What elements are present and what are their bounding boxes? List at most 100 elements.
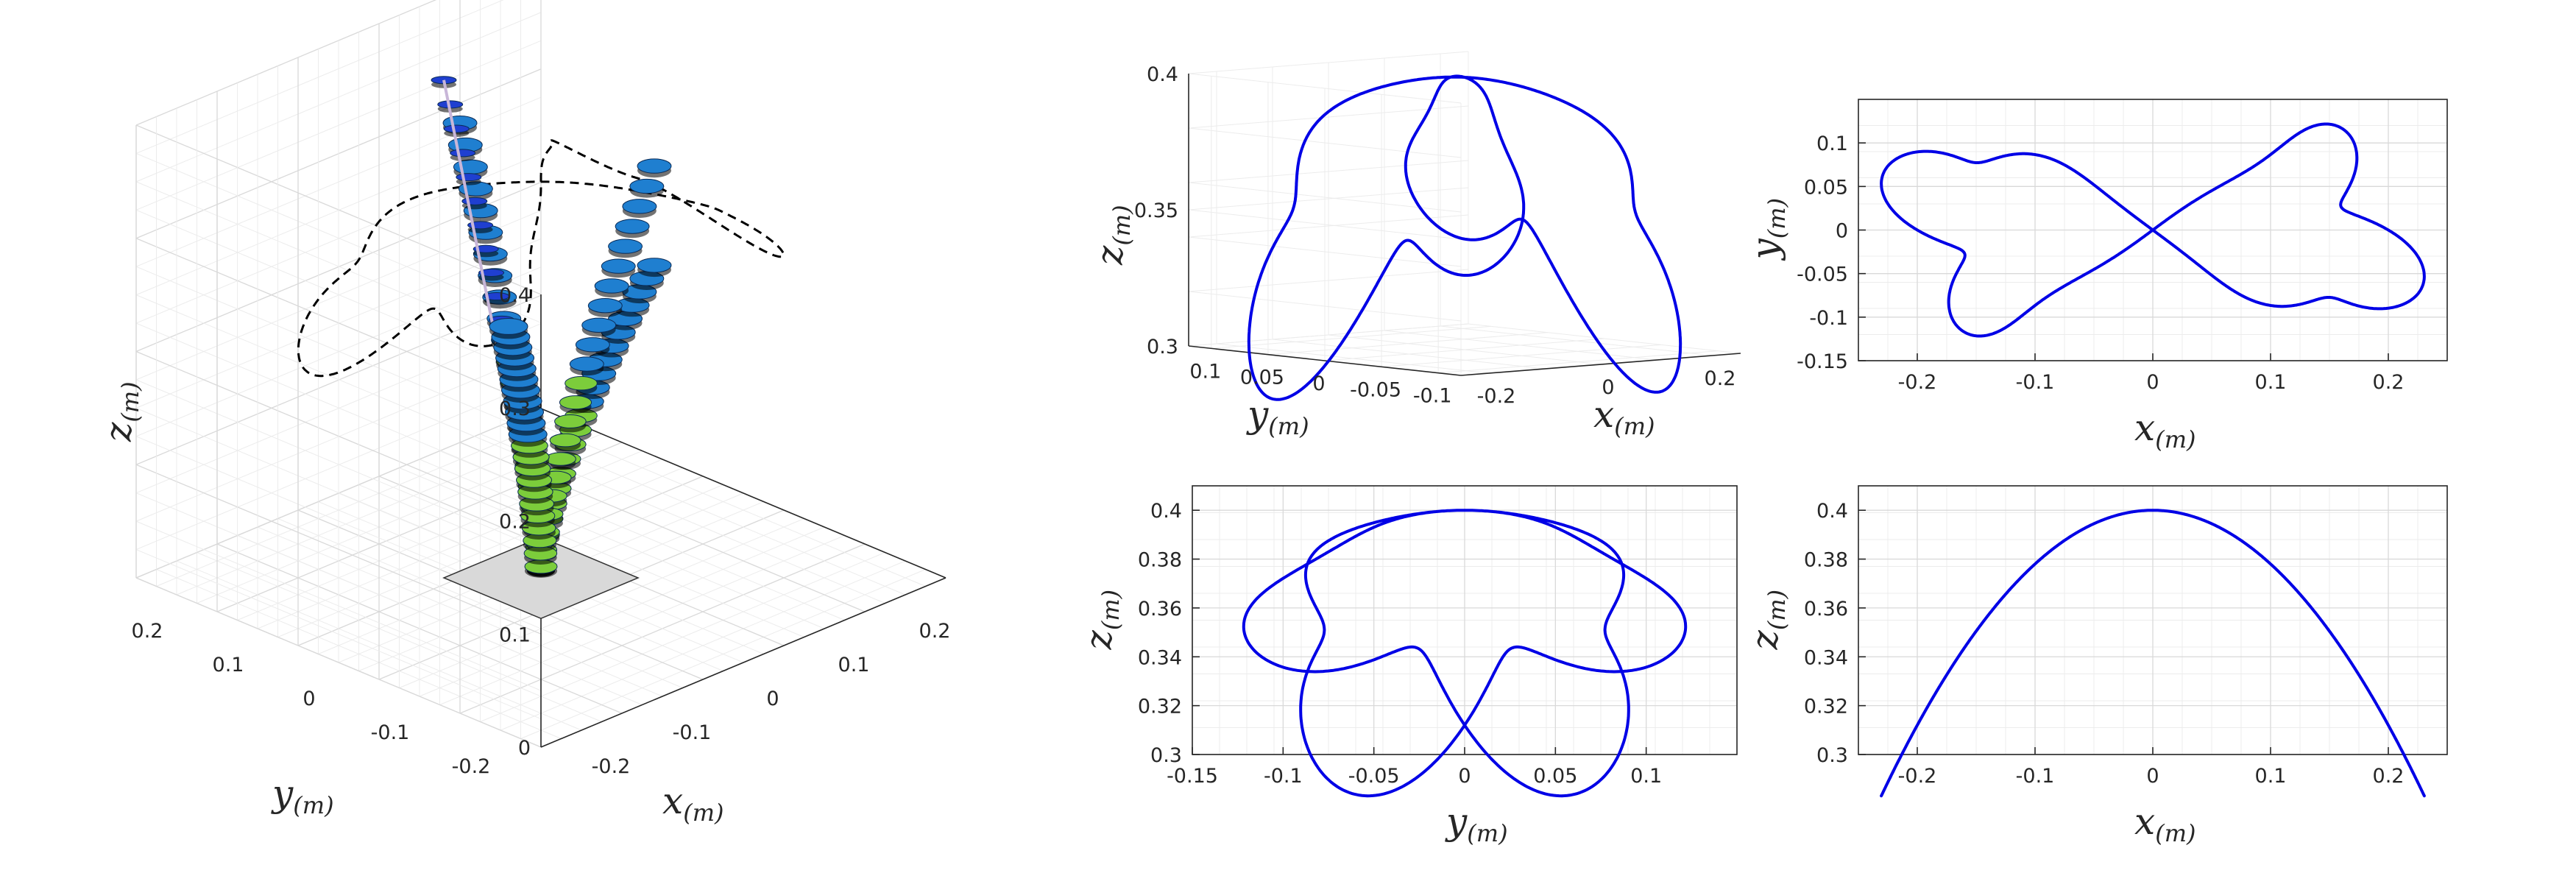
x-tick-label: 0 <box>2146 765 2159 788</box>
axes-box <box>1858 485 2448 755</box>
axes-box <box>1192 485 1738 755</box>
segment-disk <box>450 149 476 158</box>
x-tick-label: 0.2 <box>919 620 951 643</box>
x-tick-label: 0.2 <box>1705 367 1736 390</box>
y-tick-label: 0 <box>1836 220 1848 243</box>
robot-3d-ticks: -0.2 -0.1 0 0.1 0.2 -0.2 -0.1 0 0.1 0.2 0 0.1 0.2 0.3… <box>132 284 951 778</box>
y-tick-label: 0.38 <box>1804 549 1848 572</box>
segment-disk <box>581 317 617 333</box>
y-tick-label: -0.2 <box>452 755 491 778</box>
y-tick-label: 0.05 <box>1240 367 1284 389</box>
x-tick-label: 0 <box>766 688 779 710</box>
x-tick-label: -0.1 <box>673 721 712 744</box>
y-tick-label: 0.32 <box>1138 696 1182 718</box>
segment-disk <box>587 298 623 314</box>
grid-line <box>419 459 825 629</box>
grid-line <box>1211 325 1491 349</box>
x-tick-label: -0.2 <box>592 755 631 778</box>
segment-disk <box>615 219 650 234</box>
robot-3d-panel: -0.2 -0.1 0 0.1 0.2 -0.2 -0.1 0 0.1 0.2 0 0.1 0.2 0.3… <box>97 0 950 827</box>
x-tick-label: -0.15 <box>1167 765 1218 788</box>
x-tick-label: 0.1 <box>2255 765 2287 788</box>
x-tick-label: -0.1 <box>2016 371 2055 394</box>
target-trajectory-dashed <box>297 139 785 378</box>
x-tick-label: 0.2 <box>2373 371 2405 394</box>
x-axis-label: y(m) <box>1445 800 1508 847</box>
x-tick-label: -0.1 <box>2016 765 2055 788</box>
z-tick-label: 0.2 <box>499 511 531 534</box>
segment-disk <box>565 375 598 391</box>
segment-disk <box>559 395 592 410</box>
xz-side-view-panel: -0.2 -0.1 0 0.1 0.2 0.3 0.32 0.34 0.36 0.38 0.4 x(m… <box>1744 485 2448 847</box>
y-tick-label: 0.38 <box>1138 549 1182 572</box>
y-axis-label: z(m) <box>1078 590 1125 651</box>
y-tick-label: 0.36 <box>1804 598 1848 621</box>
y-tick-label: 0.36 <box>1138 598 1182 621</box>
x-tick-label: -0.2 <box>1898 765 1937 788</box>
z-tick-label: 0.1 <box>499 623 531 646</box>
x-tick-label: 0.05 <box>1533 765 1577 788</box>
segment-disk <box>594 278 629 294</box>
y-tick-label: -0.15 <box>1797 350 1848 373</box>
trajectory-3d-ticks: -0.2 0 0.2 0.1 0.05 0 -0.05 -0.1 0.3 0.35 0.4 <box>1134 63 1736 408</box>
y-tick-label: 0 <box>1312 372 1325 395</box>
y-tick-label: 0.2 <box>132 620 163 643</box>
x-tick-label: -0.05 <box>1348 765 1400 788</box>
grid-line <box>135 492 542 663</box>
x-tick-label: 0.1 <box>2255 371 2287 394</box>
grid-line <box>1267 332 1548 356</box>
segment-disk <box>601 258 636 274</box>
segment-disk <box>554 414 587 428</box>
trajectory-curve <box>1880 122 2426 338</box>
grid-line <box>1324 338 1605 361</box>
robot-3d-grid <box>135 0 946 748</box>
y-axis-line <box>1188 345 1462 376</box>
x-axis-label: x(m) <box>2134 406 2196 453</box>
segment-disk <box>622 199 657 214</box>
segment-disk <box>461 197 488 205</box>
y-tick-label: 0.4 <box>1816 500 1848 523</box>
z-tick-label: 0.4 <box>1147 63 1178 86</box>
trajectory-3d-panel: -0.2 0 0.2 0.1 0.05 0 -0.05 -0.1 0.3 0.35 0.4 x(m)… <box>1089 51 1741 440</box>
grid-line <box>135 464 542 635</box>
y-tick-label: -0.05 <box>1797 264 1848 286</box>
segment-disk <box>456 173 482 182</box>
segment-disk <box>473 244 499 253</box>
x-tick-label: 0 <box>1458 765 1471 788</box>
grid-line <box>399 467 804 637</box>
z-tick-label: 0.3 <box>499 397 531 420</box>
y-tick-label: 0 <box>302 688 315 710</box>
grid-line <box>135 577 542 748</box>
z-tick-label: 0 <box>518 737 531 760</box>
segment-disk <box>549 433 581 448</box>
xy-top-view-panel: -0.2 -0.1 0 0.1 0.2 0.1 0.05 0 -0.05 -0.1 -0.15 x(m… <box>1744 99 2448 453</box>
segment-disk <box>575 337 610 353</box>
x-axis-line <box>540 408 946 579</box>
grid-line <box>1381 344 1662 367</box>
x-tick-label: 0 <box>1602 376 1614 399</box>
y-tick-label: 0.34 <box>1138 646 1182 669</box>
trajectory-curve <box>1880 509 2426 798</box>
x-tick-label: 0 <box>2146 371 2159 394</box>
segment-disk <box>443 124 470 133</box>
y-tick-label: 0.1 <box>1189 360 1221 383</box>
y-tick-label: 0.34 <box>1804 646 1848 669</box>
segment-disk <box>478 268 505 277</box>
grid-line <box>1438 350 1719 374</box>
y-axis-label: y(m) <box>1744 198 1791 261</box>
segment-disk <box>637 258 672 273</box>
robot-arms <box>297 76 785 620</box>
x-tick-label: 0.1 <box>838 654 870 676</box>
x-tick-label: -0.1 <box>1264 765 1303 788</box>
y-tick-label: 0.05 <box>1804 176 1848 199</box>
grid-line <box>135 549 542 720</box>
y-tick-label: -0.05 <box>1350 378 1401 401</box>
segment-disk <box>545 452 576 466</box>
robot-3d-xlabel: x(m) <box>662 780 724 827</box>
x-tick-label: 0.2 <box>2373 765 2405 788</box>
grid-line <box>135 520 542 691</box>
grid-line <box>520 417 926 587</box>
trajectory-3d-ylabel: y(m) <box>1246 393 1309 440</box>
segment-disk <box>569 356 604 372</box>
